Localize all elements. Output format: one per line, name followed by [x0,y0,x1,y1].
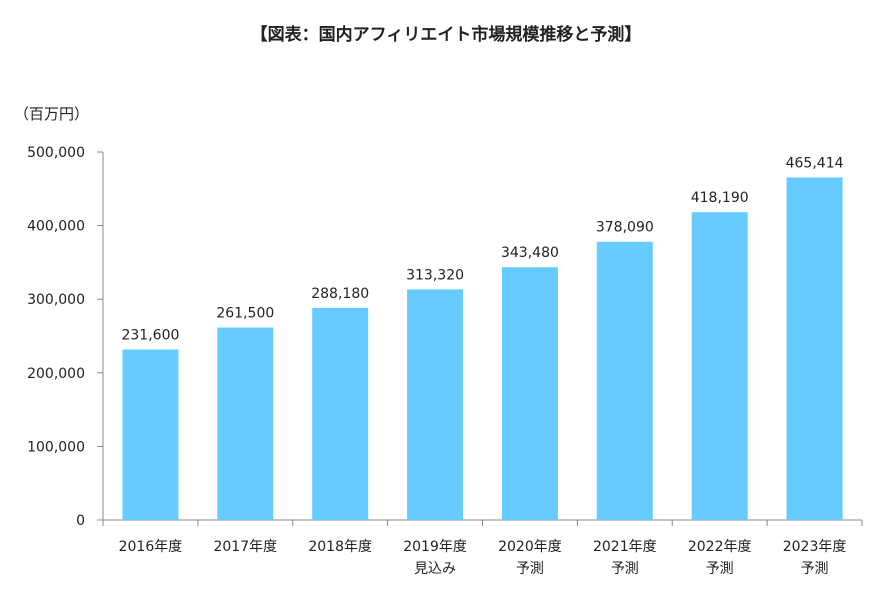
bar [407,289,464,520]
x-category-label: 2018年度 [308,539,372,555]
data-label: 465,414 [786,155,844,171]
x-category-label: 予測 [611,561,639,577]
x-category-label: 2022年度 [688,539,752,555]
y-tick-label: 100,000 [27,439,85,455]
bar [501,267,558,520]
bar [786,177,843,520]
y-tick-label: 400,000 [27,219,85,235]
y-tick-label: 500,000 [27,145,85,161]
bar [122,349,179,520]
x-category-label: 2021年度 [593,539,657,555]
data-label: 418,190 [691,190,749,206]
y-tick-label: 200,000 [27,366,85,382]
bar [596,241,653,520]
data-label: 231,600 [121,328,179,344]
x-category-label: 2019年度 [403,539,467,555]
chart-title: 【図表：国内アフィリエイト市場規模推移と予測】 [250,25,642,45]
x-category-label: 予測 [706,561,734,577]
x-category-label: 2023年度 [783,539,847,555]
data-label: 261,500 [216,306,274,322]
x-category-label: 予測 [516,561,544,577]
data-label: 343,480 [501,245,559,261]
data-label: 288,180 [311,286,369,302]
data-label: 378,090 [596,220,654,236]
bar [312,307,369,520]
bar [217,327,274,520]
x-category-label: 見込み [414,561,456,577]
x-category-label: 2016年度 [119,539,183,555]
y-tick-label: 300,000 [27,292,85,308]
y-axis-unit-label: （百万円） [14,105,90,123]
data-label: 313,320 [406,267,464,283]
y-tick-label: 0 [76,513,85,529]
x-category-label: 2017年度 [213,539,277,555]
x-category-label: 2020年度 [498,539,562,555]
x-category-label: 予測 [801,561,829,577]
bar [691,212,748,520]
